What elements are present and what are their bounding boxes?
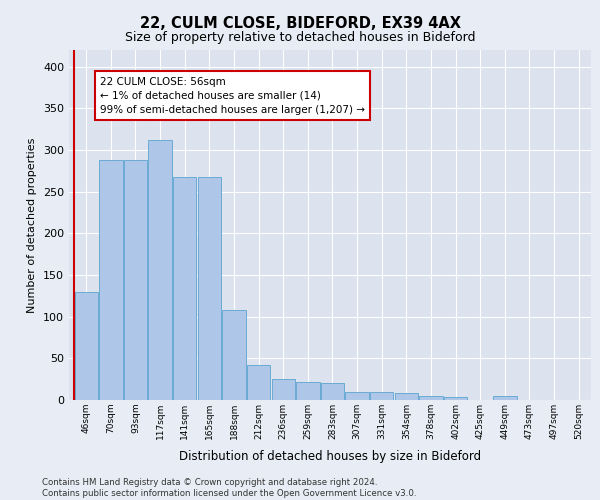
Y-axis label: Number of detached properties: Number of detached properties [28,138,37,312]
Bar [346,392,369,400]
Bar [419,396,443,400]
Bar [222,310,245,400]
Bar [173,176,196,400]
Text: 22 CULM CLOSE: 56sqm
← 1% of detached houses are smaller (14)
99% of semi-detach: 22 CULM CLOSE: 56sqm ← 1% of detached ho… [100,76,365,114]
Bar [493,396,517,400]
Bar [370,392,394,400]
Bar [296,382,320,400]
Bar [444,396,467,400]
Bar [197,176,221,400]
Text: Size of property relative to detached houses in Bideford: Size of property relative to detached ho… [125,31,475,44]
X-axis label: Distribution of detached houses by size in Bideford: Distribution of detached houses by size … [179,450,481,464]
Bar [99,160,122,400]
Bar [148,140,172,400]
Bar [247,365,270,400]
Bar [74,292,98,400]
Text: Contains HM Land Registry data © Crown copyright and database right 2024.
Contai: Contains HM Land Registry data © Crown c… [42,478,416,498]
Bar [124,160,147,400]
Bar [395,394,418,400]
Bar [272,379,295,400]
Bar [321,384,344,400]
Text: 22, CULM CLOSE, BIDEFORD, EX39 4AX: 22, CULM CLOSE, BIDEFORD, EX39 4AX [139,16,461,31]
